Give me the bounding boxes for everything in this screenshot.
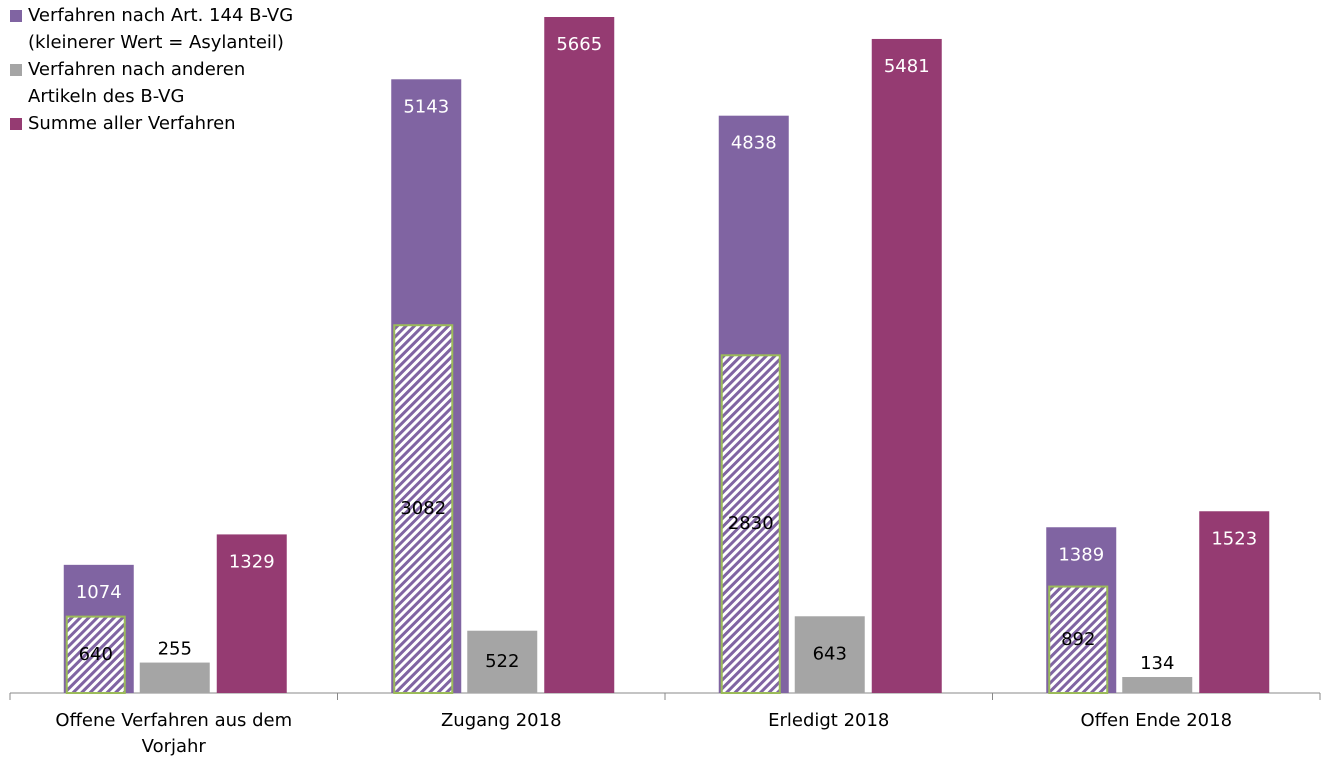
inner-bar: [1048, 585, 1109, 695]
inner-bar: [65, 615, 126, 694]
inner-bar: [393, 324, 454, 694]
bar: [216, 534, 287, 693]
legend-label: Artikeln des B-VG: [28, 86, 184, 107]
value-label: 5665: [556, 34, 602, 55]
legend-label: (kleinerer Wert = Asylanteil): [28, 32, 284, 53]
inner-value-label: 2830: [728, 513, 774, 534]
bar: [794, 616, 865, 693]
value-label: 4838: [731, 133, 777, 154]
inner-value-label: 3082: [400, 498, 446, 519]
x-tick-label: Offen Ende 2018: [1080, 710, 1233, 731]
x-tick-label: Erledigt 2018: [768, 710, 890, 731]
inner-bar: [720, 354, 781, 694]
bar: [1199, 511, 1270, 693]
value-label: 1329: [229, 551, 275, 572]
legend-label: Summe aller Verfahren: [28, 113, 236, 134]
bar: [1122, 677, 1193, 693]
bar: [871, 38, 942, 693]
bar: [139, 662, 210, 693]
legend-swatch: [10, 10, 22, 22]
value-label: 5481: [884, 56, 930, 77]
legend-swatch: [10, 64, 22, 76]
x-tick-label: Zugang 2018: [440, 710, 562, 731]
value-label: 643: [813, 644, 847, 665]
value-label: 1389: [1058, 544, 1104, 565]
value-label: 255: [158, 639, 192, 660]
value-label: 1523: [1211, 528, 1257, 549]
bar: [467, 630, 538, 693]
legend-label: Verfahren nach Art. 144 B-VG: [28, 5, 293, 26]
x-tick-label: Offene Verfahren aus dem Vorjahr: [55, 710, 293, 757]
value-label: 1074: [76, 582, 122, 603]
inner-value-label: 892: [1061, 629, 1095, 650]
value-label: 522: [485, 651, 519, 672]
legend-label: Verfahren nach anderen: [28, 59, 245, 80]
inner-value-label: 640: [79, 644, 113, 665]
legend-swatch: [10, 118, 22, 130]
value-label: 134: [1140, 653, 1174, 674]
bar: [544, 17, 615, 693]
value-label: 5143: [403, 96, 449, 117]
